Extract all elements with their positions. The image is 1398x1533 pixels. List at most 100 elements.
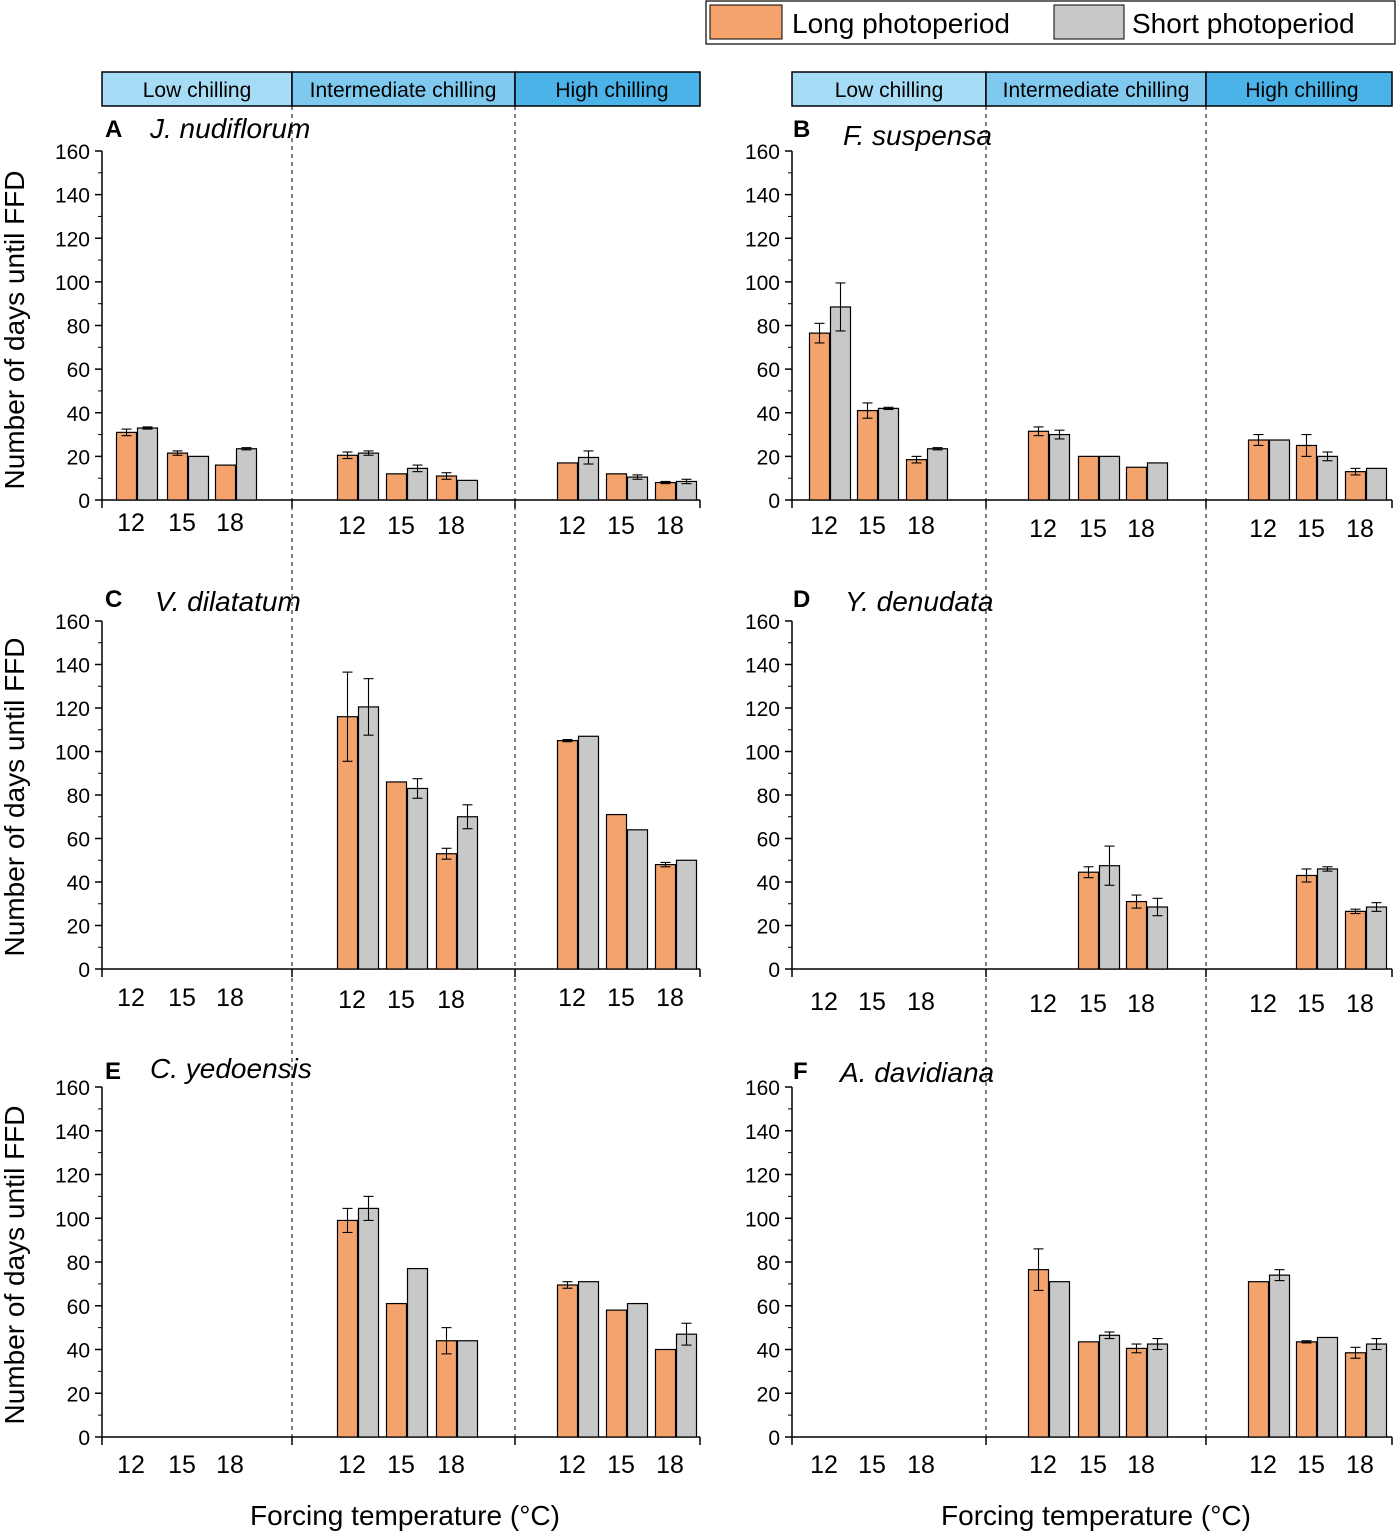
y-tick-label: 140 [55,1121,90,1144]
x-tick-label: 12 [810,512,838,540]
chilling-bands-left: Low chilling Intermediate chilling High … [101,71,701,107]
bar-short [1146,462,1169,501]
x-tick-label: 12 [810,988,838,1016]
y-tick-label: 20 [757,446,780,469]
x-tick-label: 15 [387,512,415,540]
bar-short [406,1267,429,1438]
bar-long [654,481,677,501]
x-tick-label: 15 [607,1451,635,1479]
x-tick-label: 12 [1029,990,1057,1018]
bar-short [1316,1336,1339,1438]
x-tick-label: 12 [117,509,145,537]
panel-e-letter: E [105,1058,121,1085]
x-tick-label: 12 [1249,1451,1277,1479]
y-tick-label: 120 [745,228,780,251]
bar-short [1365,906,1388,970]
y-tick-label: 100 [55,272,90,295]
bar-long [1344,910,1367,970]
bar-short [877,407,900,501]
x-axis-title-right: Forcing temperature (°C) [941,1500,1251,1531]
y-tick-label: 80 [67,316,90,339]
x-tick-label: 18 [1346,515,1374,543]
band-intermediate-right [985,71,1207,107]
x-tick-label: 12 [1029,1451,1057,1479]
x-tick-label: 15 [1079,1451,1107,1479]
x-tick-label: 12 [558,984,586,1012]
band-low-left [101,71,293,107]
band-low-right [791,71,987,107]
x-tick-label: 18 [1127,1451,1155,1479]
bar-long [1125,466,1148,501]
panel-b-species: F. suspensa [843,120,992,151]
panel-a-species: J. nudiflorum [149,113,310,144]
band-low-label-right: Low chilling [835,79,944,102]
bar-long [435,853,458,970]
bar-short [1365,1343,1388,1438]
bar-short [626,476,649,501]
y-tick-label: 0 [768,1427,780,1450]
bar-long [1077,871,1100,970]
bar-long [808,332,831,501]
y-tick-label: 60 [757,829,780,852]
bar-short [357,1207,380,1438]
y-tick-label: 120 [55,228,90,251]
bar-short [829,306,852,501]
x-tick-label: 15 [168,984,196,1012]
x-tick-label: 15 [858,988,886,1016]
x-tick-label: 12 [117,984,145,1012]
x-tick-label: 18 [907,512,935,540]
bar-short [1048,433,1071,501]
y-tick-label: 20 [757,916,780,939]
y-tick-label: 80 [67,1252,90,1275]
legend: Long photoperiod Short photoperiod [705,0,1396,45]
y-tick-label: 60 [67,359,90,382]
bar-short [926,448,949,501]
y-tick-label: 100 [55,742,90,765]
bar-long [1027,430,1050,501]
bar-short [1146,1343,1169,1438]
y-tick-label: 40 [67,872,90,895]
x-tick-label: 12 [558,512,586,540]
y-tick-label: 40 [67,403,90,426]
x-tick-label: 18 [216,1451,244,1479]
band-high-label-right: High chilling [1245,79,1358,102]
y-tick-label: 140 [745,655,780,678]
x-tick-label: 18 [656,1451,684,1479]
y-axis-title-bottom: Number of days until FFD [0,1106,30,1425]
band-high-right [1205,71,1393,107]
bar-short [187,455,210,501]
y-tick-label: 20 [67,916,90,939]
x-tick-label: 18 [656,984,684,1012]
x-tick-label: 12 [1249,990,1277,1018]
x-tick-label: 18 [437,1451,465,1479]
y-tick-label: 100 [745,1208,780,1231]
x-tick-label: 18 [216,509,244,537]
y-tick-label: 40 [757,1340,780,1363]
bar-long [1027,1269,1050,1438]
panels: 0 20 40 60 80 100 120 140 160 12 15 18 12 15 18 12 15 18 0… [55,106,1393,1479]
x-tick-label: 12 [117,1451,145,1479]
bar-short [136,427,159,501]
y-tick-label: 80 [757,316,780,339]
x-tick-label: 15 [607,984,635,1012]
x-tick-label: 18 [216,984,244,1012]
x-tick-label: 15 [858,512,886,540]
bar-long [556,462,579,501]
bar-short [577,735,600,970]
y-tick-label: 160 [745,141,780,164]
y-tick-label: 160 [55,1077,90,1100]
x-tick-label: 18 [1127,990,1155,1018]
y-axis-title-middle: Number of days until FFD [0,638,30,957]
x-tick-label: 15 [607,512,635,540]
panel-f-species: A. davidiana [838,1057,994,1088]
panel-d-letter: D [793,586,810,613]
x-tick-label: 18 [907,1451,935,1479]
legend-long-label: Long photoperiod [792,8,1010,39]
bar-short [675,480,698,501]
y-tick-label: 160 [745,611,780,634]
y-tick-label: 0 [768,490,780,513]
panel-c-species: V. dilatatum [155,586,301,617]
bar-short [406,467,429,501]
panel-b-letter: B [793,116,810,143]
